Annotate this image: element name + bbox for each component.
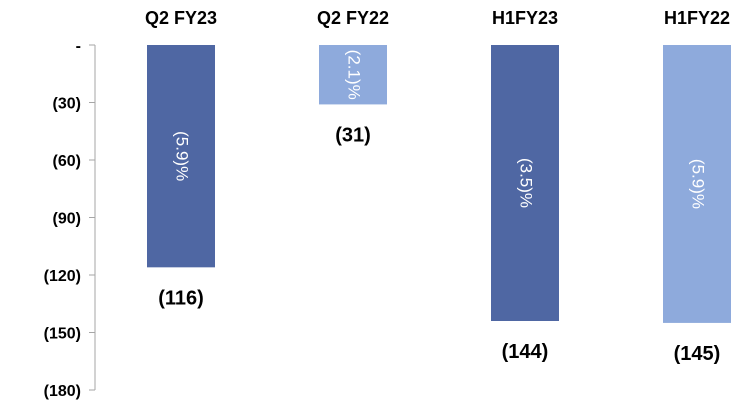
bar xyxy=(319,45,387,105)
value-label: (145) xyxy=(674,343,721,365)
percent-label: (3.5)% xyxy=(517,158,536,208)
bar xyxy=(147,45,215,268)
y-tick-label: - xyxy=(76,38,81,55)
category-label: Q2 FY22 xyxy=(317,8,389,28)
bar xyxy=(491,45,559,321)
category-label: Q2 FY23 xyxy=(145,8,217,28)
y-tick-label: (120) xyxy=(44,268,81,285)
y-tick-label: (180) xyxy=(44,383,81,400)
labels: Q2 FY23 Q2 FY22 H1FY23 H1FY22 (116) (5.9)% (31… xyxy=(145,8,730,365)
y-tick-label: (60) xyxy=(53,153,81,170)
category-label: H1FY23 xyxy=(492,8,558,28)
y-tick-label: (150) xyxy=(44,326,81,343)
value-label: (116) xyxy=(158,287,204,309)
bars xyxy=(147,45,731,323)
value-label: (144) xyxy=(502,341,549,363)
percent-label: (5.9)% xyxy=(689,159,708,209)
percent-label: (2.1)% xyxy=(345,50,364,100)
y-axis: - (30) (60) (90) (120) (150) (180) xyxy=(44,38,96,400)
value-label: (31) xyxy=(335,124,371,146)
y-tick-label: (90) xyxy=(53,211,81,228)
percent-label: (5.9)% xyxy=(173,131,192,181)
category-label: H1FY22 xyxy=(664,8,730,28)
bar xyxy=(663,45,731,323)
y-tick-label: (30) xyxy=(53,96,81,113)
